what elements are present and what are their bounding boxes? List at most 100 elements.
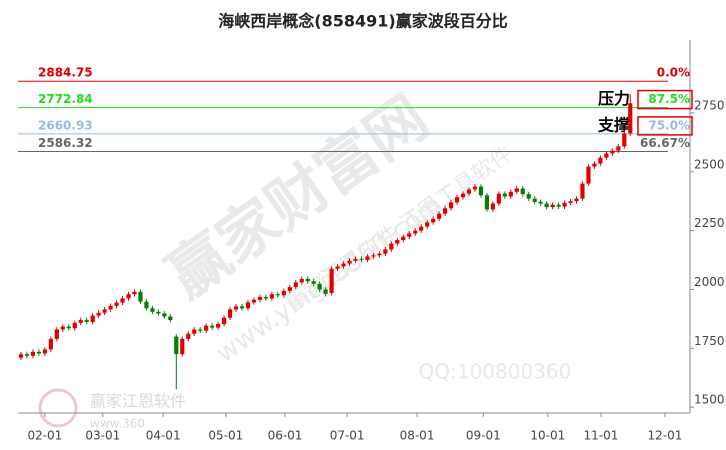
candle-body (174, 336, 179, 355)
x-tick-label: 03-01 (85, 429, 120, 443)
candle-body (448, 202, 454, 209)
candle-body (580, 183, 585, 199)
candle-body (550, 204, 555, 208)
candle-body (395, 240, 400, 244)
candle-body (293, 282, 298, 288)
y-tick-label: 2750 (694, 98, 725, 112)
candle-body (96, 312, 101, 316)
x-tick-label: 10-01 (530, 429, 565, 443)
candle-body (144, 301, 149, 309)
candle-body (150, 308, 155, 312)
candle-body (132, 291, 137, 295)
y-tick-label: 1750 (694, 334, 725, 348)
watermark-layer: 赢家财富网 赢家江恩软件 江恩工具软件 www.yingjia360.com Q… (38, 83, 571, 431)
candle-body (365, 256, 370, 260)
candle-body (263, 296, 268, 299)
candle-body (496, 193, 501, 204)
y-tick-label: 2500 (694, 157, 725, 171)
candle-body (239, 306, 245, 309)
candle-body (180, 338, 185, 355)
candle-body (610, 150, 615, 154)
candle-body (353, 258, 358, 261)
candle-body (108, 305, 113, 310)
candle-body (628, 103, 633, 134)
candle-body (556, 204, 561, 207)
candle-body (371, 255, 376, 257)
candle-body (514, 188, 519, 192)
candle-body (221, 317, 227, 325)
candle-body (443, 208, 448, 214)
watermark: 赢家江恩软件 (90, 392, 186, 411)
candle-body (90, 315, 95, 322)
candle-body (281, 290, 286, 296)
candle-body (437, 213, 442, 219)
candle-body (66, 326, 71, 329)
candle-body (78, 320, 83, 323)
y-tick-label: 2000 (694, 275, 725, 289)
candle-body (586, 166, 591, 184)
chart-title: 海峡西岸概念(858491)赢家波段百分比 (218, 12, 507, 31)
candle-body (36, 351, 41, 354)
candle-body (347, 260, 352, 264)
candle-body (168, 316, 173, 321)
candle-body (18, 354, 24, 358)
y-tick-label: 2250 (694, 216, 725, 230)
candle-body (305, 278, 310, 282)
level-value: 2660.93 (38, 118, 93, 132)
level-percent: 75.0% (648, 118, 690, 132)
candle-body (257, 296, 263, 300)
x-tick-label: 07-01 (330, 429, 365, 443)
candle-body (317, 283, 322, 290)
candle-body (574, 198, 579, 202)
candle-body (42, 349, 47, 354)
candle-body (419, 226, 424, 231)
candle-body (431, 218, 436, 223)
candle-body (269, 294, 274, 299)
candle-body (162, 313, 167, 317)
candle-body (126, 294, 131, 299)
candle-body (616, 146, 621, 151)
x-tick-label: 06-01 (268, 429, 303, 443)
x-tick-label: 04-01 (146, 429, 181, 443)
level-percent: 0.0% (657, 66, 690, 80)
watermark: www.360 (90, 417, 145, 431)
x-tick-label: 12-01 (647, 429, 682, 443)
candle-body (407, 233, 412, 237)
candle-body (568, 201, 573, 203)
candle-body (120, 298, 125, 303)
candle-body (341, 263, 346, 267)
watermark-logo (38, 388, 78, 428)
candle-body (502, 193, 507, 197)
candle-body (275, 294, 280, 296)
candle-body (54, 329, 59, 339)
candle-body (30, 351, 36, 356)
candle-body (210, 325, 215, 328)
candle-body (389, 243, 394, 250)
candle-body (299, 278, 304, 283)
x-tick-label: 08-01 (400, 429, 435, 443)
candle-body (490, 203, 495, 210)
candle-body (138, 291, 143, 302)
y-tick-label: 1500 (694, 393, 725, 407)
level-percent: 66.67% (640, 136, 690, 150)
candle-body (245, 302, 251, 309)
level-value: 2884.75 (38, 66, 93, 80)
candle-body (72, 322, 77, 329)
candle-body (114, 302, 119, 306)
candle-body (460, 193, 466, 198)
level-value: 2586.32 (38, 136, 93, 150)
candle-body (186, 333, 191, 339)
candle-body (383, 249, 388, 254)
candle-body (233, 306, 239, 310)
candle-body (84, 320, 89, 322)
candle-body (413, 230, 418, 234)
candle-body (48, 338, 53, 350)
candle-body (520, 188, 525, 195)
candle-body (622, 133, 627, 147)
candle-body (466, 189, 472, 194)
annotation: 压力 (598, 89, 630, 108)
candle-body (472, 186, 478, 190)
level-box (637, 89, 693, 110)
candle-body (204, 325, 209, 331)
watermark: 赢家财富网 (155, 83, 441, 312)
